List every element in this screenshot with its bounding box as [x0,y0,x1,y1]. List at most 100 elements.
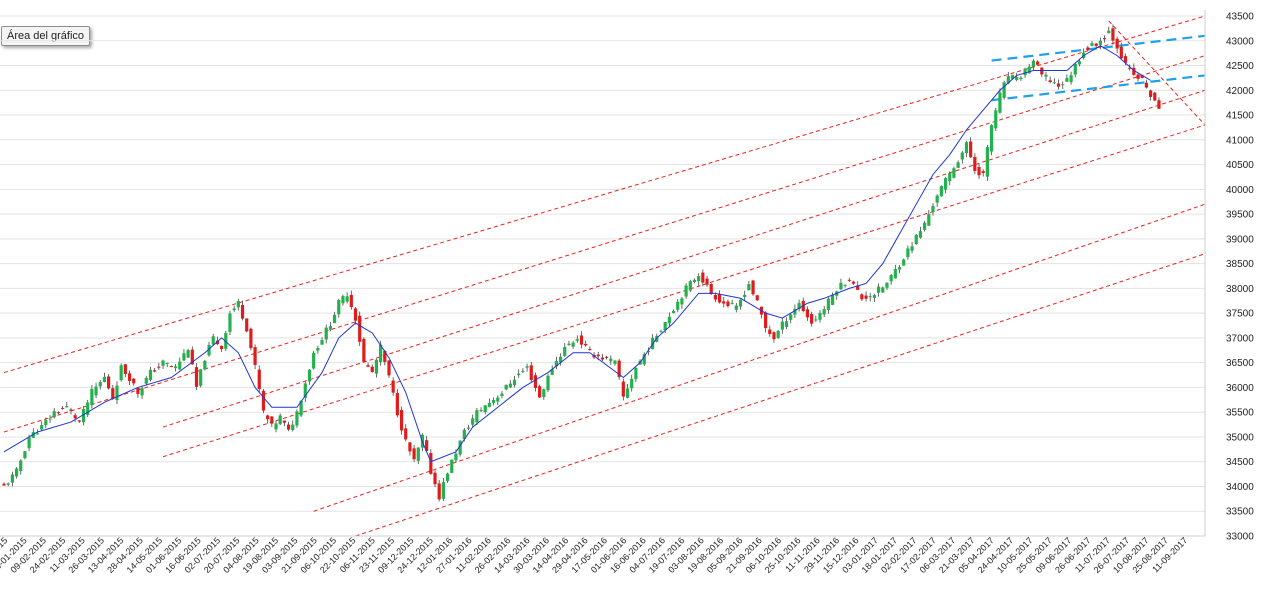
candle-body [249,328,253,349]
candle-body [646,350,651,352]
candle-body [981,171,985,173]
candle-body [810,313,814,324]
candle-body [86,402,90,415]
y-tick-label: 41500 [1226,111,1254,122]
candle-body [479,409,483,412]
y-axis: 33000 33500 34000 34500 35000 35500 36000 36500… [1204,10,1254,543]
candle-body [23,451,27,459]
candle-body [270,416,274,424]
candle-body [1056,83,1061,87]
moving-average-line [3,45,1151,463]
channel-line [3,55,1206,433]
candle-body [349,294,353,308]
candle-body [701,272,705,283]
candle-body [755,295,759,301]
candle-body [408,442,412,452]
candle-body [885,282,889,288]
candle-body [312,352,316,369]
candle-body [274,423,278,430]
candle-body [847,279,851,281]
candle-body [764,312,768,329]
candle-body [328,326,333,330]
candle-body [709,284,713,294]
candle-body [826,298,830,311]
y-tick-label: 42500 [1226,61,1254,72]
candle-body [588,349,592,351]
candle-body [856,285,860,290]
candle-body [906,248,910,258]
candle-body [571,342,575,347]
candle-body [776,330,780,338]
candle-body [1073,63,1077,75]
y-tick-label: 36000 [1226,383,1254,394]
candle-body [73,415,77,419]
candle-body [98,382,102,387]
y-tick-label: 34500 [1226,457,1254,468]
candle-body [927,214,931,226]
candle-body [705,278,709,285]
y-tick-label: 39500 [1226,210,1254,221]
moving-average [3,45,1151,463]
candle-body [584,343,588,346]
candle-body [525,366,529,368]
y-tick-label: 35500 [1226,408,1254,419]
candle-body [1094,43,1098,46]
candle-body [387,360,391,376]
candle-body [362,338,366,362]
candle-body [316,348,320,351]
channel-line [313,203,1206,512]
candle-body [805,309,810,318]
candle-body [512,379,517,386]
candle-body [236,301,240,308]
x-axis: 01-201509-01-201509-02-201524-02-201511-… [0,535,1205,575]
candle-body [784,321,789,327]
candle-body [282,420,286,423]
candle-body [56,412,61,414]
candle-body [860,294,864,300]
candle-body [1002,82,1006,98]
candle-body [48,418,52,420]
y-tick-label: 37500 [1226,309,1254,320]
candle-body [341,296,345,304]
candle-body [659,331,663,333]
candle-body [487,402,492,407]
candle-body [429,452,433,474]
candle-body [115,385,119,401]
candle-body [977,166,981,176]
candle-body [425,440,429,451]
candle-body [153,370,157,372]
candle-body [550,369,554,375]
candle-body [215,340,220,345]
candle-body [190,349,194,365]
candle-body [228,313,232,332]
candle-body [1128,67,1132,69]
candle-body [642,354,646,365]
candle-body [1077,61,1082,65]
candle-body [332,314,337,324]
y-tick-label: 43500 [1226,12,1254,23]
candle-body [186,350,190,358]
candle-body [127,373,132,381]
candle-body [851,281,856,284]
candle-body [747,284,751,291]
candle-body [793,308,797,315]
candle-body [345,296,349,302]
candle-body [132,378,136,384]
candle-body [90,388,94,406]
candle-body [943,178,948,190]
candle-body [119,365,123,381]
candle-body [738,299,743,307]
candle-body [772,332,776,340]
candle-body [169,366,173,368]
candle-body [178,361,182,370]
candle-body [245,318,249,332]
candle-body [165,362,169,364]
channel-line [1108,20,1206,126]
candle-body [964,142,969,154]
candle-body [27,437,31,449]
candle-body [609,358,613,362]
candle-body [1098,40,1102,45]
candle-body [939,185,943,197]
candle-body [286,424,291,430]
